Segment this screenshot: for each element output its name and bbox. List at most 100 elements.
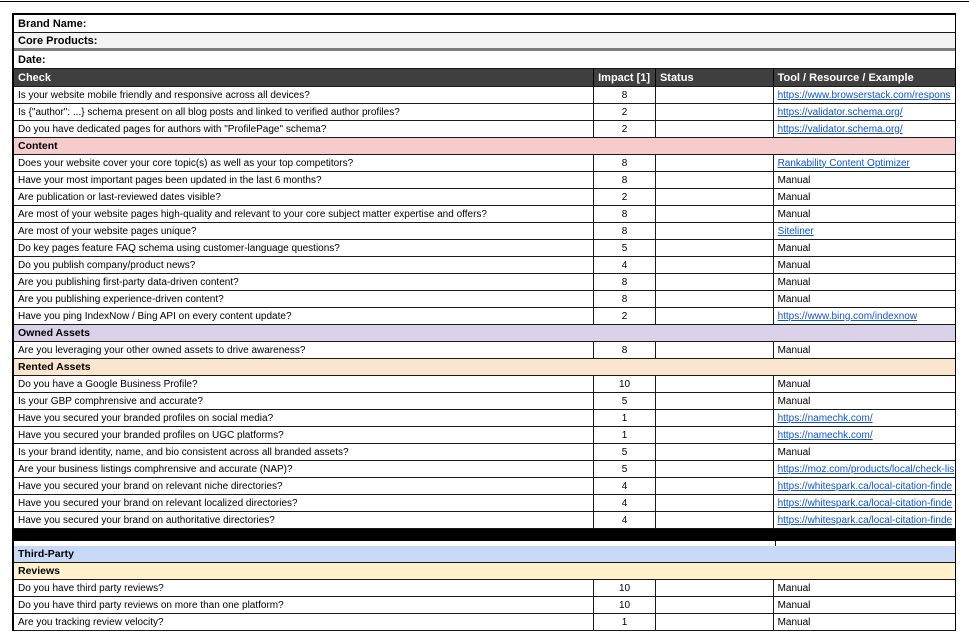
tool-link[interactable]: https://www.bing.com/indexnow bbox=[777, 310, 918, 322]
status-cell bbox=[654, 393, 773, 409]
tool-cell: https://namechk.com/ bbox=[772, 427, 955, 443]
tool-link[interactable]: https://www.browserstack.com/respons bbox=[777, 89, 951, 101]
impact-cell: 10 bbox=[593, 597, 655, 613]
impact-cell: 8 bbox=[593, 155, 655, 171]
table-row: Have you secured your branded profiles o… bbox=[14, 410, 955, 427]
status-cell bbox=[654, 189, 773, 205]
seo-checklist-table: Brand Name: Core Products: Date: Check I… bbox=[12, 13, 956, 631]
impact-cell: 4 bbox=[593, 257, 655, 273]
impact-cell: 5 bbox=[593, 393, 655, 409]
tool-cell: Manual bbox=[772, 342, 955, 358]
tool-cell: Siteliner bbox=[772, 223, 955, 239]
impact-cell: 1 bbox=[593, 614, 655, 630]
table-row: Do you have third party reviews on more … bbox=[14, 597, 955, 614]
top-border-line bbox=[0, 1, 969, 2]
impact-cell: 10 bbox=[593, 376, 655, 392]
status-cell bbox=[654, 580, 773, 596]
check-cell: Do you have a Google Business Profile? bbox=[18, 378, 198, 390]
section-row: Owned Assets bbox=[14, 325, 955, 342]
tool-cell: Manual bbox=[772, 206, 955, 222]
column-header-impact: Impact [1] bbox=[593, 69, 655, 86]
table-row: Is your brand identity, name, and bio co… bbox=[14, 444, 955, 461]
tool-cell: Manual bbox=[772, 291, 955, 307]
status-cell bbox=[654, 308, 773, 324]
status-cell bbox=[654, 478, 773, 494]
status-cell bbox=[654, 206, 773, 222]
table-row: Have you secured your brand on relevant … bbox=[14, 495, 955, 512]
impact-cell: 4 bbox=[593, 478, 655, 494]
status-cell bbox=[654, 410, 773, 426]
impact-cell: 8 bbox=[593, 87, 655, 103]
tool-cell: https://validator.schema.org/ bbox=[772, 121, 955, 137]
check-cell: Do key pages feature FAQ schema using cu… bbox=[18, 242, 340, 254]
table-row: Are most of your website pages high-qual… bbox=[14, 206, 955, 223]
tool-cell: Manual bbox=[772, 172, 955, 188]
table-row: Does your website cover your core topic(… bbox=[14, 155, 955, 172]
tool-cell: https://namechk.com/ bbox=[772, 410, 955, 426]
impact-cell: 4 bbox=[593, 495, 655, 511]
core-products-label: Core Products: bbox=[18, 34, 98, 47]
section-label: Content bbox=[18, 140, 58, 152]
tool-link[interactable]: Siteliner bbox=[777, 225, 814, 237]
status-cell bbox=[654, 461, 773, 477]
check-cell: Have you secured your branded profiles o… bbox=[18, 429, 284, 441]
impact-cell: 8 bbox=[593, 172, 655, 188]
tool-cell: https://whitespark.ca/local-citation-fin… bbox=[772, 495, 955, 511]
section-row: Reviews bbox=[14, 563, 955, 580]
field-row-core-products: Core Products: bbox=[14, 33, 955, 51]
table-row: Have you ping IndexNow / Bing API on eve… bbox=[14, 308, 955, 325]
check-cell: Does your website cover your core topic(… bbox=[18, 157, 354, 169]
status-cell bbox=[654, 597, 773, 613]
impact-cell: 2 bbox=[593, 121, 655, 137]
table-row: Is your GBP comphrensive and accurate? 5 M… bbox=[14, 393, 955, 410]
tool-link[interactable]: https://whitespark.ca/local-citation-fin… bbox=[777, 514, 953, 526]
tool-link[interactable]: https://validator.schema.org/ bbox=[777, 106, 903, 118]
check-cell: Have you secured your brand on authorita… bbox=[18, 514, 275, 526]
brand-name-label: Brand Name: bbox=[18, 17, 87, 30]
gap-row bbox=[14, 541, 955, 546]
section-label: Reviews bbox=[18, 565, 61, 577]
impact-cell: 10 bbox=[593, 580, 655, 596]
tool-link[interactable]: https://whitespark.ca/local-citation-fin… bbox=[777, 480, 953, 492]
table-row: Have your most important pages been upda… bbox=[14, 172, 955, 189]
tool-link[interactable]: https://namechk.com/ bbox=[777, 412, 873, 424]
check-cell: Have you secured your brand on relevant … bbox=[18, 480, 283, 492]
tool-link[interactable]: https://moz.com/products/local/check-lis bbox=[777, 463, 955, 475]
tool-cell: Manual bbox=[772, 444, 955, 460]
tool-link[interactable]: Rankability Content Optimizer bbox=[777, 157, 910, 169]
status-cell bbox=[654, 342, 773, 358]
column-header-check: Check bbox=[18, 71, 52, 84]
table-row: Are you publishing first-party data-driv… bbox=[14, 274, 955, 291]
divider-row bbox=[14, 529, 955, 541]
table-row: Are publication or last-reviewed dates v… bbox=[14, 189, 955, 206]
status-cell bbox=[654, 512, 773, 528]
impact-cell: 8 bbox=[593, 342, 655, 358]
impact-cell: 1 bbox=[593, 410, 655, 426]
status-cell bbox=[654, 274, 773, 290]
table-row: Do you have third party reviews? 10 Manual bbox=[14, 580, 955, 597]
check-cell: Are you publishing first-party data-driv… bbox=[18, 276, 239, 288]
table-row: Do key pages feature FAQ schema using cu… bbox=[14, 240, 955, 257]
tool-cell: Rankability Content Optimizer bbox=[772, 155, 955, 171]
tool-link[interactable]: https://validator.schema.org/ bbox=[777, 123, 903, 135]
field-row-date: Date: bbox=[14, 51, 955, 69]
impact-cell: 8 bbox=[593, 223, 655, 239]
section-label: Third-Party bbox=[18, 548, 75, 560]
check-cell: Do you have third party reviews on more … bbox=[18, 599, 284, 611]
impact-cell: 1 bbox=[593, 427, 655, 443]
check-cell: Have your most important pages been upda… bbox=[18, 174, 322, 186]
check-cell: Are most of your website pages unique? bbox=[18, 225, 197, 237]
tool-link[interactable]: https://whitespark.ca/local-citation-fin… bbox=[777, 497, 953, 509]
field-row-brand-name: Brand Name: bbox=[14, 15, 955, 33]
check-cell: Have you ping IndexNow / Bing API on eve… bbox=[18, 310, 292, 322]
status-cell bbox=[654, 121, 773, 137]
column-header-tool: Tool / Resource / Example bbox=[772, 69, 955, 86]
tool-cell: Manual bbox=[772, 257, 955, 273]
table-row: Do you have a Google Business Profile? 10… bbox=[14, 376, 955, 393]
tool-cell: https://whitespark.ca/local-citation-fin… bbox=[772, 478, 955, 494]
tool-link[interactable]: https://namechk.com/ bbox=[777, 429, 873, 441]
tool-cell: Manual bbox=[772, 240, 955, 256]
tool-cell: Manual bbox=[772, 580, 955, 596]
check-cell: Do you have dedicated pages for authors … bbox=[18, 123, 327, 135]
